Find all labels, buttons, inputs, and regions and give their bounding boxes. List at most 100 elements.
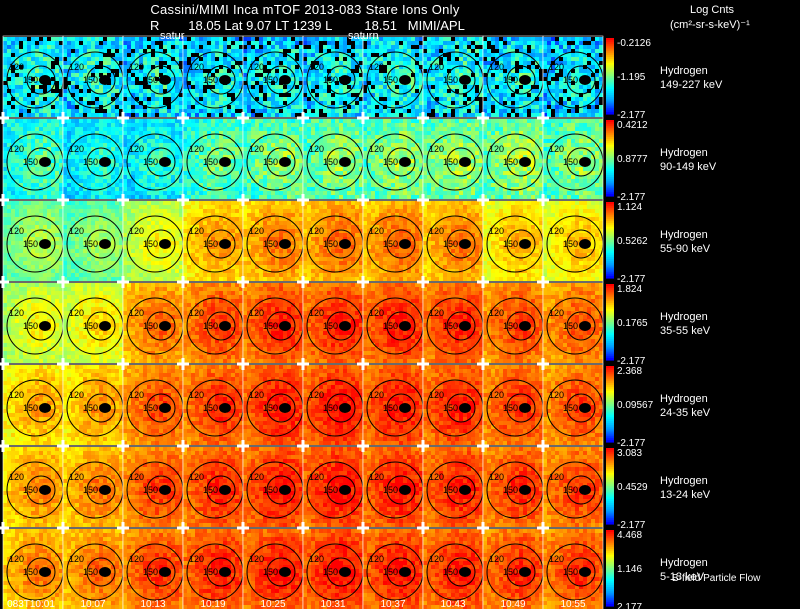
flux-pixel [267,175,271,179]
flux-pixel [339,167,343,171]
flux-pixel [275,119,279,123]
flux-pixel [539,49,543,53]
flux-pixel [407,191,411,195]
flux-pixel [219,69,223,73]
flux-pixel [591,65,595,69]
flux-pixel [311,101,315,105]
flux-pixel [3,37,7,41]
flux-pixel [367,53,371,57]
flux-pixel [415,195,419,199]
flux-pixel [155,119,159,123]
flux-pixel [343,195,347,199]
flux-pixel [163,183,167,187]
flux-pixel [103,49,107,53]
flux-pixel [431,45,435,49]
flux-pixel [507,53,511,57]
flux-pixel [131,85,135,89]
flux-pixel [127,195,131,199]
flux-pixel [407,61,411,65]
flux-pixel [43,119,47,123]
flux-pixel [159,53,163,57]
flux-pixel [83,97,87,101]
flux-pixel [587,45,591,49]
flux-pixel [503,113,507,117]
flux-pixel [287,45,291,49]
flux-pixel [367,195,371,199]
flux-pixel [327,147,331,151]
flux-pixel [123,81,127,85]
flux-pixel [83,49,87,53]
flux-pixel [411,191,415,195]
flux-pixel [75,41,79,45]
flux-pixel [267,195,271,199]
flux-pixel [163,139,167,143]
flux-pixel [355,45,359,49]
flux-pixel [439,131,443,135]
flux-pixel [119,143,123,147]
flux-pixel [103,101,107,105]
flux-pixel [587,113,591,117]
flux-pixel [111,127,115,131]
flux-pixel [323,97,327,101]
saturn-disk [339,75,351,85]
flux-pixel [7,123,11,127]
flux-pixel [359,105,363,109]
flux-pixel [315,135,319,139]
flux-pixel [439,37,443,41]
flux-pixel [15,155,19,159]
flux-pixel [311,53,315,57]
flux-pixel [103,45,107,49]
flux-pixel [227,191,231,195]
flux-pixel [363,65,367,69]
flux-pixel [575,45,579,49]
flux-pixel [499,49,503,53]
flux-pixel [283,37,287,41]
flux-pixel [195,41,199,45]
flux-pixel [423,57,427,61]
flux-pixel [507,65,511,69]
flux-pixel [483,85,487,89]
flux-pixel [383,179,387,183]
flux-pixel [303,151,307,155]
flux-pixel [95,127,99,131]
flux-pixel [459,97,463,101]
flux-pixel [327,183,331,187]
flux-pixel [259,41,263,45]
flux-pixel [475,37,479,41]
flux-pixel [387,41,391,45]
flux-pixel [411,195,415,199]
flux-pixel [223,131,227,135]
flux-pixel [399,195,403,199]
flux-pixel [471,113,475,117]
channel-row: 1501201501201501201501201501201501201501… [3,118,603,200]
flux-pixel [123,167,127,171]
flux-pixel [263,41,267,45]
flux-pixel [395,179,399,183]
flux-pixel [255,89,259,93]
contour-label: 150 [443,75,458,85]
flux-pixel [27,119,31,123]
flux-pixel [175,81,179,85]
flux-pixel [235,37,239,41]
flux-pixel [171,135,175,139]
flux-pixel [47,41,51,45]
flux-pixel [267,65,271,69]
flux-pixel [183,175,187,179]
flux-pixel [327,119,331,123]
flux-pixel [31,123,35,127]
flux-pixel [435,85,439,89]
flux-pixel [223,69,227,73]
flux-pixel [39,53,43,57]
flux-pixel [11,37,15,41]
flux-pixel [555,89,559,93]
flux-pixel [67,127,71,131]
flux-pixel [323,123,327,127]
flux-pixel [355,49,359,53]
flux-pixel [147,143,151,147]
flux-pixel [211,195,215,199]
flux-pixel [51,143,55,147]
flux-pixel [571,101,575,105]
flux-pixel [135,171,139,175]
flux-pixel [407,167,411,171]
